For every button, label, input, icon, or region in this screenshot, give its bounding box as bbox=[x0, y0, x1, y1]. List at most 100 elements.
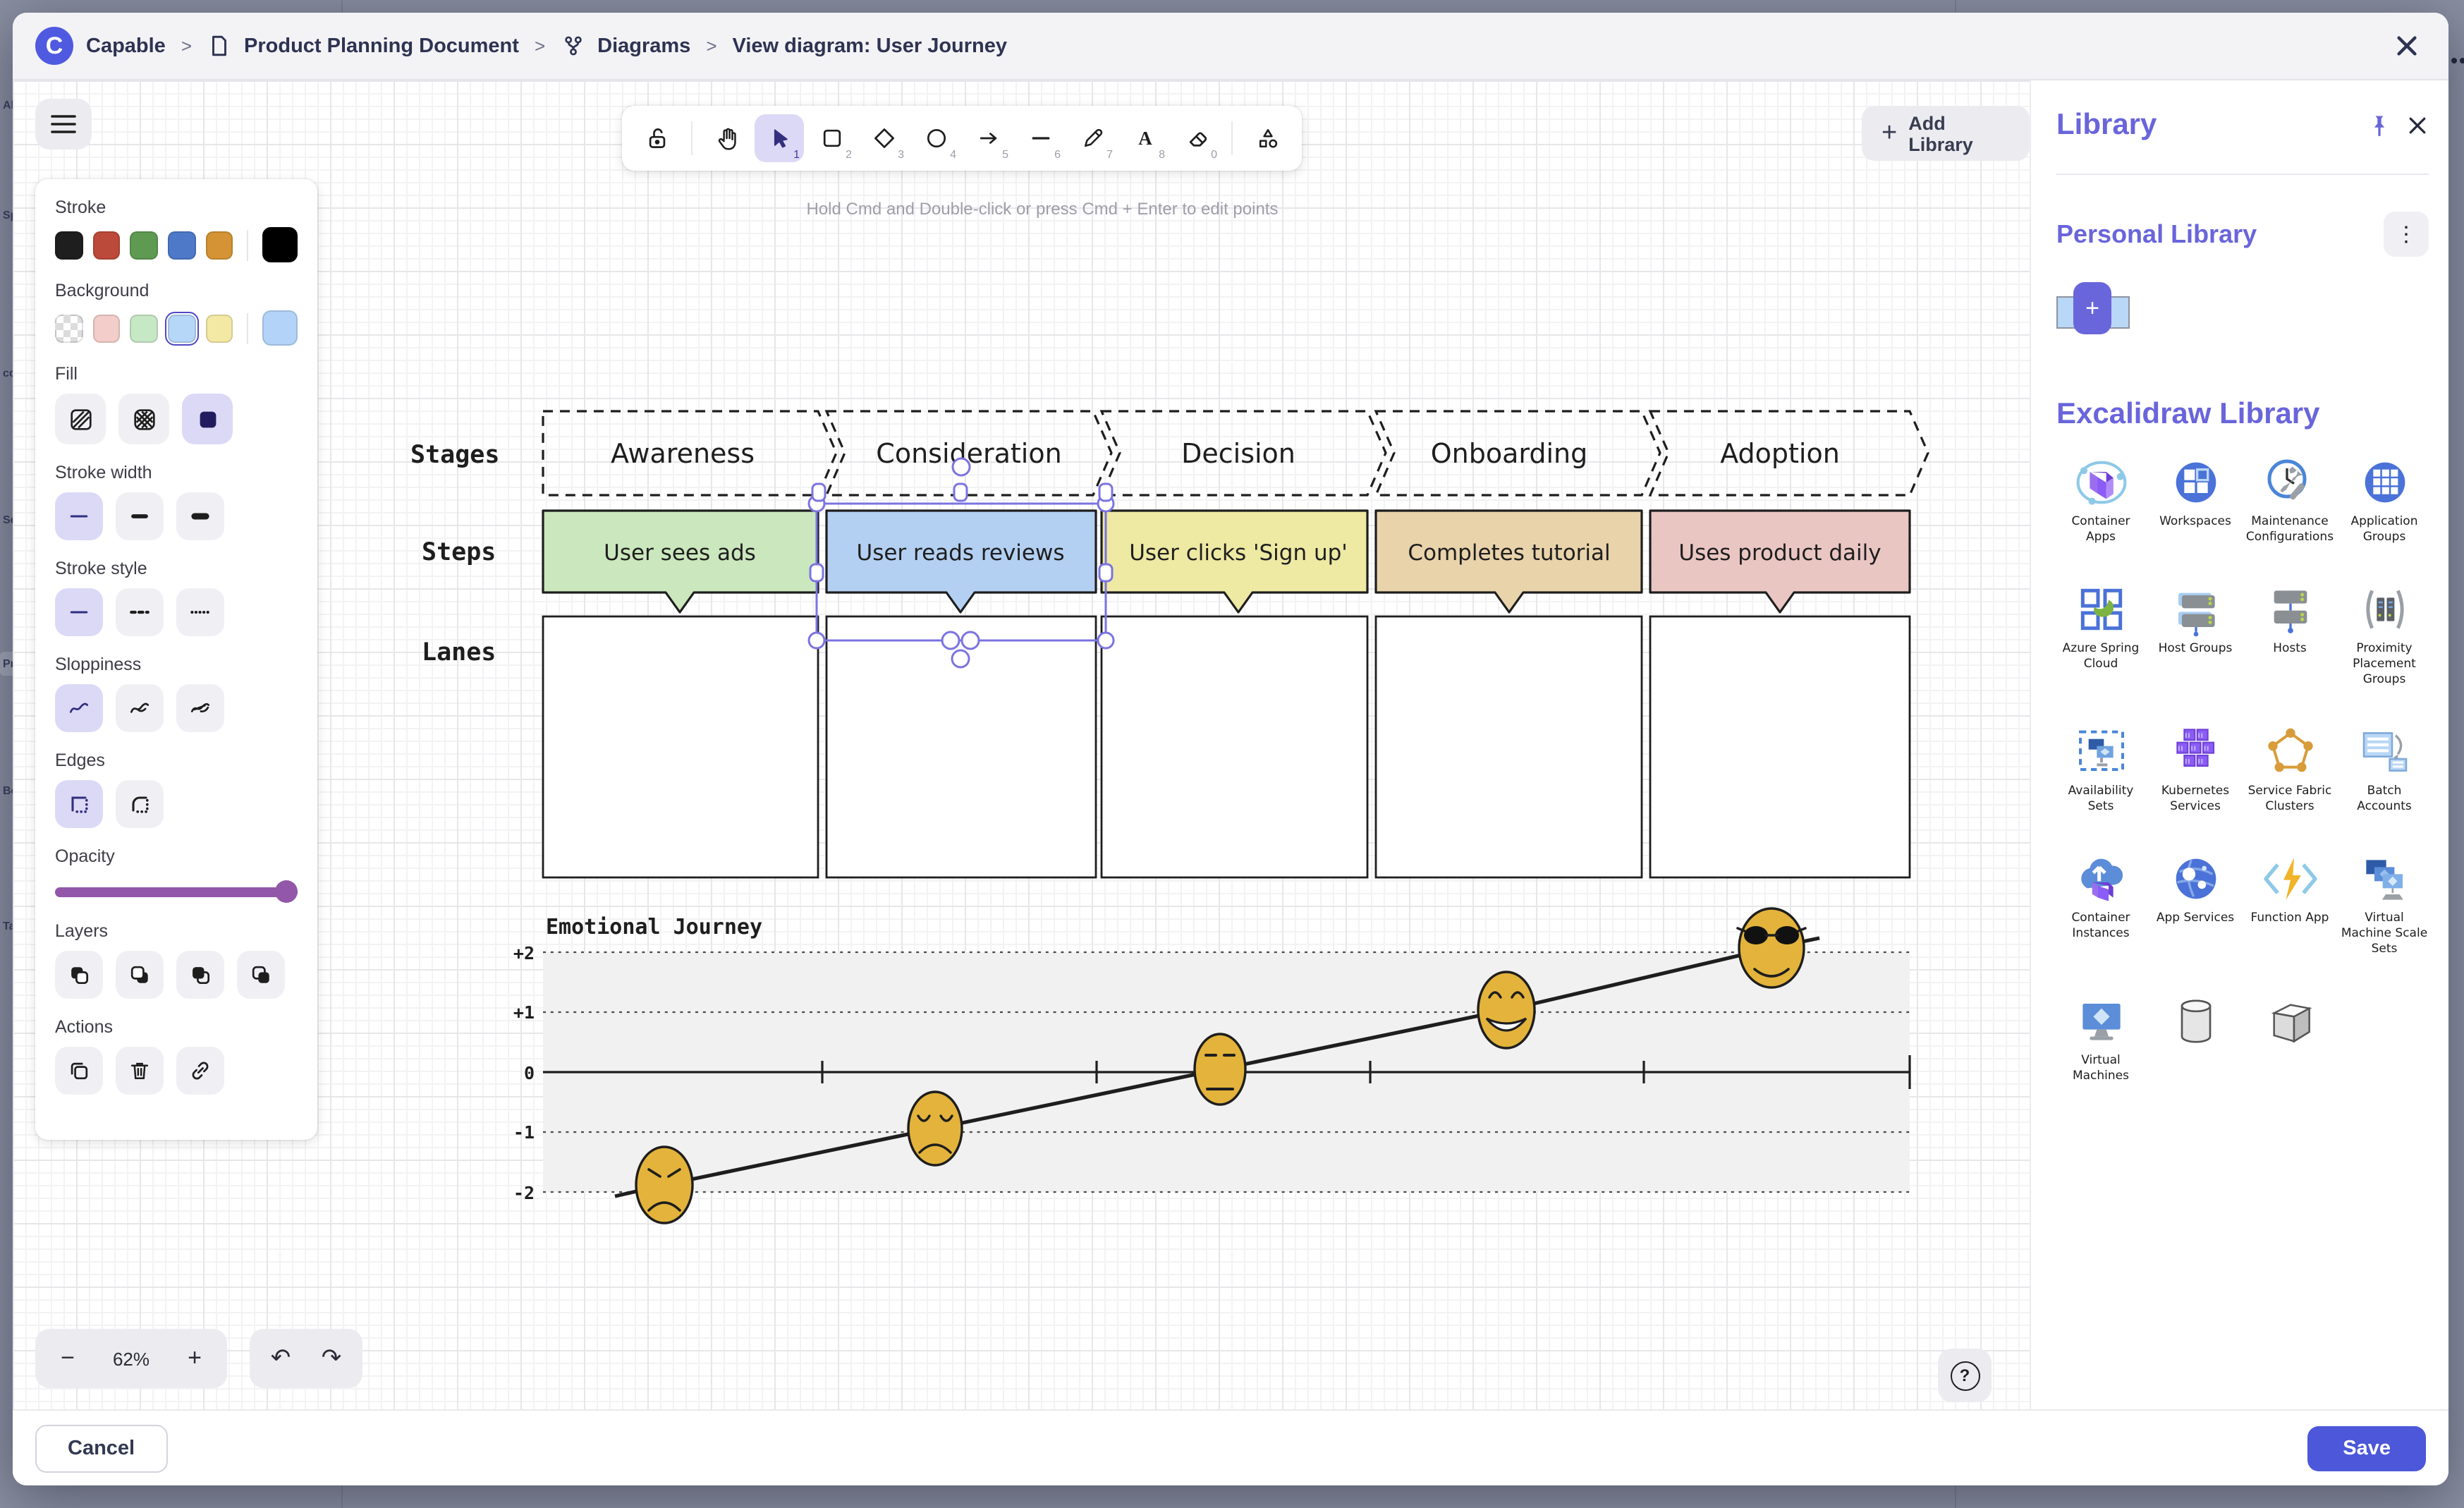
stroke-color-swatch[interactable] bbox=[168, 231, 196, 259]
stroke-width-extrabold-button[interactable] bbox=[176, 492, 224, 540]
step-shape[interactable] bbox=[1100, 509, 1369, 614]
zoom-in-button[interactable]: + bbox=[188, 1344, 202, 1371]
library-item[interactable]: Application Groups bbox=[2340, 454, 2429, 545]
duplicate-button[interactable] bbox=[55, 1047, 103, 1095]
background-color-swatch[interactable] bbox=[130, 314, 159, 342]
step-shape[interactable] bbox=[1374, 509, 1643, 614]
zoom-out-button[interactable]: − bbox=[61, 1344, 75, 1371]
library-item[interactable]: Proximity Placement Groups bbox=[2340, 582, 2429, 688]
zoom-level[interactable]: 62% bbox=[112, 1348, 150, 1369]
stroke-color-swatch[interactable] bbox=[205, 231, 233, 259]
diamond-tool-button[interactable]: 3 bbox=[859, 114, 908, 162]
personal-library-item[interactable]: + bbox=[2056, 282, 2130, 341]
active-background-color[interactable] bbox=[262, 310, 298, 346]
lane-shape[interactable] bbox=[542, 615, 819, 879]
breadcrumb-capable[interactable]: Capable bbox=[86, 35, 166, 57]
step-shape[interactable] bbox=[1649, 509, 1911, 614]
sloppiness-artist-button[interactable] bbox=[116, 684, 164, 732]
stroke-width-thin-button[interactable] bbox=[55, 492, 103, 540]
opacity-slider[interactable] bbox=[55, 880, 298, 903]
personal-library-menu-button[interactable]: ⋮ bbox=[2384, 212, 2429, 257]
edges-round-button[interactable] bbox=[116, 780, 164, 828]
delete-button[interactable] bbox=[116, 1047, 164, 1095]
library-item[interactable]: Virtual Machine Scale Sets bbox=[2340, 851, 2429, 957]
stage-shape-adoption[interactable] bbox=[1648, 410, 1929, 497]
stage-shape-awareness[interactable] bbox=[542, 410, 838, 497]
library-item[interactable]: Container Apps bbox=[2056, 454, 2145, 545]
background-transparent-swatch[interactable] bbox=[55, 314, 83, 342]
library-item[interactable] bbox=[2151, 994, 2240, 1085]
fill-hachure-button[interactable] bbox=[55, 394, 106, 444]
arrow-tool-button[interactable]: 5 bbox=[963, 114, 1013, 162]
emoji-sad-face[interactable] bbox=[907, 1090, 963, 1167]
background-color-swatch-selected[interactable] bbox=[164, 310, 200, 346]
library-item[interactable]: Kubernetes Services bbox=[2151, 724, 2240, 815]
stage-shape-onboarding[interactable] bbox=[1374, 410, 1661, 497]
stroke-color-swatch[interactable] bbox=[92, 231, 121, 259]
library-item[interactable]: Azure Spring Cloud bbox=[2056, 582, 2145, 688]
help-button[interactable]: ? bbox=[1938, 1349, 1992, 1402]
ellipse-tool-button[interactable]: 4 bbox=[911, 114, 960, 162]
close-modal-icon[interactable] bbox=[2386, 26, 2426, 66]
eraser-tool-button[interactable]: 0 bbox=[1172, 114, 1221, 162]
emoji-happy-face[interactable] bbox=[1477, 971, 1536, 1050]
emoji-cool-face[interactable] bbox=[1736, 907, 1807, 989]
stroke-style-dotted-button[interactable] bbox=[176, 588, 224, 636]
save-button[interactable]: Save bbox=[2307, 1425, 2426, 1471]
library-item[interactable]: Workspaces bbox=[2151, 454, 2240, 545]
stroke-color-swatch[interactable] bbox=[55, 231, 83, 259]
emoji-neutral-face[interactable] bbox=[1193, 1033, 1247, 1106]
emoji-angry-face[interactable] bbox=[635, 1145, 694, 1224]
breadcrumb-document[interactable]: Product Planning Document bbox=[244, 35, 519, 57]
pin-icon[interactable] bbox=[2367, 113, 2392, 138]
library-item[interactable]: Maintenance Configurations bbox=[2245, 454, 2334, 545]
fill-solid-button[interactable] bbox=[182, 394, 233, 444]
selection-overlay[interactable] bbox=[807, 457, 1115, 669]
stroke-style-dashed-button[interactable] bbox=[116, 588, 164, 636]
stage-shape-consideration[interactable] bbox=[824, 410, 1113, 497]
lock-tool-button[interactable] bbox=[632, 114, 681, 162]
stage-shape-decision[interactable] bbox=[1099, 410, 1387, 497]
stroke-color-swatch[interactable] bbox=[130, 231, 159, 259]
lane-shape[interactable] bbox=[1374, 615, 1643, 879]
stroke-width-bold-button[interactable] bbox=[116, 492, 164, 540]
redo-button[interactable]: ↷ bbox=[321, 1344, 342, 1373]
menu-button[interactable] bbox=[35, 99, 92, 150]
rectangle-tool-button[interactable]: 2 bbox=[807, 114, 856, 162]
lane-shape[interactable] bbox=[1649, 615, 1911, 879]
send-to-back-button[interactable] bbox=[55, 951, 103, 999]
add-library-button[interactable]: + Add Library bbox=[1862, 106, 2030, 161]
library-item[interactable]: Availability Sets bbox=[2056, 724, 2145, 815]
library-item[interactable]: Host Groups bbox=[2151, 582, 2240, 688]
bring-to-front-button[interactable] bbox=[237, 951, 285, 999]
more-shapes-button[interactable] bbox=[1243, 114, 1292, 162]
undo-button[interactable]: ↶ bbox=[270, 1344, 291, 1373]
text-tool-button[interactable]: A 8 bbox=[1138, 128, 1165, 161]
library-item[interactable]: Container Instances bbox=[2056, 851, 2145, 957]
bring-forward-button[interactable] bbox=[176, 951, 224, 999]
lane-shape[interactable] bbox=[1100, 615, 1369, 879]
library-item[interactable] bbox=[2245, 994, 2334, 1085]
draw-tool-button[interactable]: 7 bbox=[1068, 114, 1117, 162]
fill-crosshatch-button[interactable] bbox=[118, 394, 169, 444]
sloppiness-architect-button[interactable] bbox=[55, 684, 103, 732]
step-shape-selected[interactable] bbox=[825, 509, 1097, 614]
library-item[interactable]: Batch Accounts bbox=[2340, 724, 2429, 815]
link-button[interactable] bbox=[176, 1047, 224, 1095]
library-item[interactable]: Virtual Machines bbox=[2056, 994, 2145, 1085]
cancel-button[interactable]: Cancel bbox=[35, 1424, 168, 1472]
background-color-swatch[interactable] bbox=[92, 314, 121, 342]
edges-sharp-button[interactable] bbox=[55, 780, 103, 828]
library-item[interactable]: App Services bbox=[2151, 851, 2240, 957]
library-item[interactable]: Function App bbox=[2245, 851, 2334, 957]
step-shape[interactable] bbox=[542, 509, 819, 614]
library-item[interactable]: Hosts bbox=[2245, 582, 2334, 688]
background-color-swatch[interactable] bbox=[205, 314, 233, 342]
hand-tool-button[interactable] bbox=[702, 114, 752, 162]
drawing-canvas[interactable]: Stages Steps Lanes Awareness Considerati… bbox=[13, 80, 2030, 1409]
active-stroke-color[interactable] bbox=[262, 227, 298, 262]
send-backward-button[interactable] bbox=[116, 951, 164, 999]
close-library-icon[interactable] bbox=[2406, 114, 2429, 137]
library-item[interactable]: Service Fabric Clusters bbox=[2245, 724, 2334, 815]
line-tool-button[interactable]: 6 bbox=[1031, 137, 1061, 161]
